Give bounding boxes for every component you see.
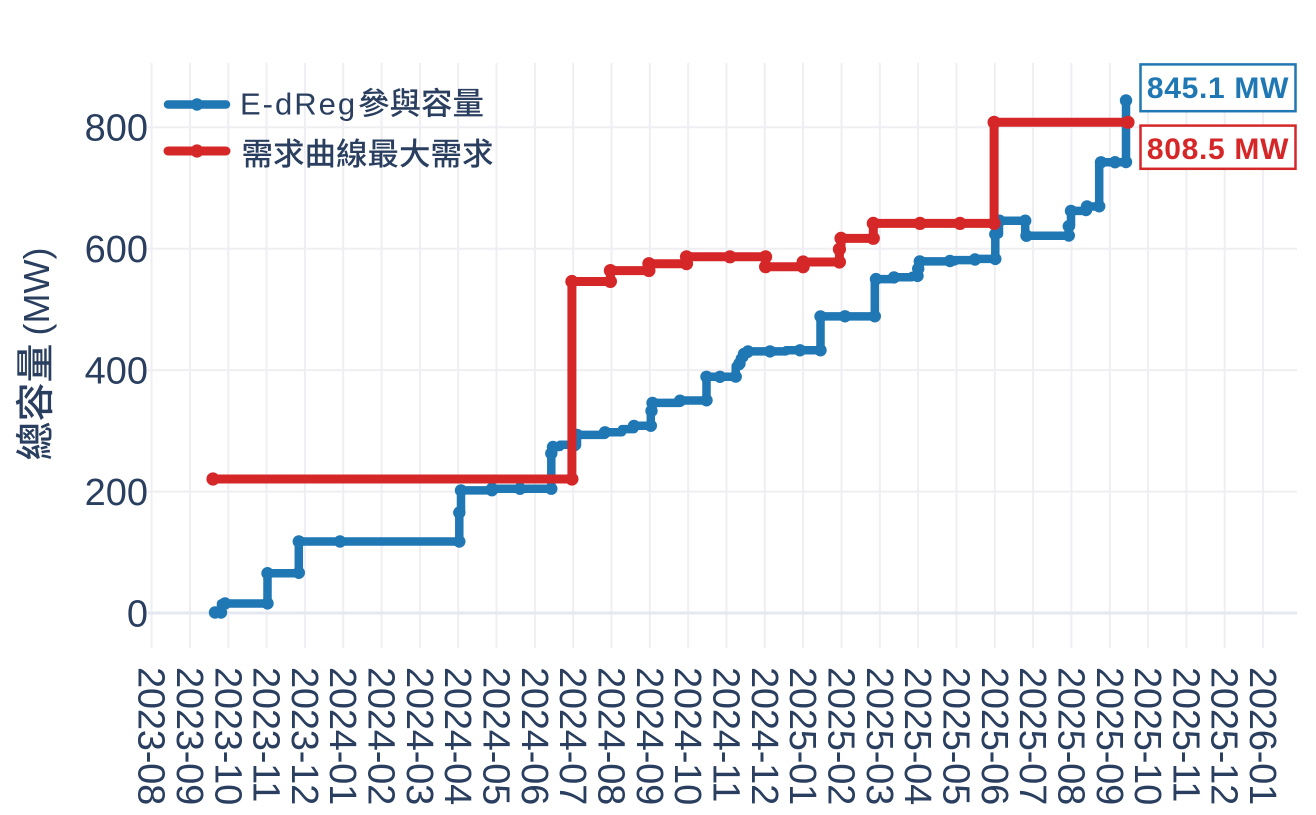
svg-text:2025-12: 2025-12 xyxy=(1203,667,1245,805)
svg-text:400: 400 xyxy=(85,350,148,392)
svg-text:2024-10: 2024-10 xyxy=(666,667,708,805)
svg-text:2024-08: 2024-08 xyxy=(590,667,632,805)
svg-text:2023-11: 2023-11 xyxy=(245,667,287,802)
svg-text:2025-09: 2025-09 xyxy=(1088,667,1130,805)
svg-text:2024-05: 2024-05 xyxy=(475,667,517,805)
svg-text:2025-11: 2025-11 xyxy=(1164,667,1206,802)
svg-text:2025-03: 2025-03 xyxy=(858,667,900,805)
svg-text:2024-02: 2024-02 xyxy=(360,667,402,805)
svg-text:2023-10: 2023-10 xyxy=(206,667,248,805)
svg-text:845.1 MW: 845.1 MW xyxy=(1147,72,1289,105)
svg-text:2024-01: 2024-01 xyxy=(321,667,363,805)
svg-text:E-dReg: E-dReg xyxy=(240,87,357,122)
svg-text:2024-09: 2024-09 xyxy=(628,667,670,805)
svg-text:2025-05: 2025-05 xyxy=(934,667,976,805)
svg-text:2025-08: 2025-08 xyxy=(1049,667,1091,805)
svg-text:2026-01: 2026-01 xyxy=(1241,667,1283,805)
svg-text:2024-03: 2024-03 xyxy=(398,667,440,805)
svg-text:2024-07: 2024-07 xyxy=(551,667,593,805)
svg-text:2025-10: 2025-10 xyxy=(1126,667,1168,805)
svg-text:2023-12: 2023-12 xyxy=(283,667,325,805)
svg-text:800: 800 xyxy=(85,108,148,150)
svg-text:2024-11: 2024-11 xyxy=(705,667,747,802)
svg-text:(MW): (MW) xyxy=(16,248,57,336)
svg-text:2025-02: 2025-02 xyxy=(820,667,862,805)
svg-text:0: 0 xyxy=(127,593,148,635)
svg-text:2023-08: 2023-08 xyxy=(130,667,172,805)
svg-text:2025-06: 2025-06 xyxy=(973,667,1015,805)
svg-text:200: 200 xyxy=(85,472,148,514)
svg-text:2025-04: 2025-04 xyxy=(896,667,938,805)
svg-text:2024-04: 2024-04 xyxy=(436,667,478,805)
svg-text:808.5 MW: 808.5 MW xyxy=(1147,133,1289,166)
svg-text:2025-07: 2025-07 xyxy=(1011,667,1053,805)
svg-text:2024-12: 2024-12 xyxy=(743,667,785,805)
svg-text:2023-09: 2023-09 xyxy=(168,667,210,805)
svg-text:2025-01: 2025-01 xyxy=(781,667,823,805)
svg-text:2024-06: 2024-06 xyxy=(513,667,555,805)
svg-text:600: 600 xyxy=(85,229,148,271)
